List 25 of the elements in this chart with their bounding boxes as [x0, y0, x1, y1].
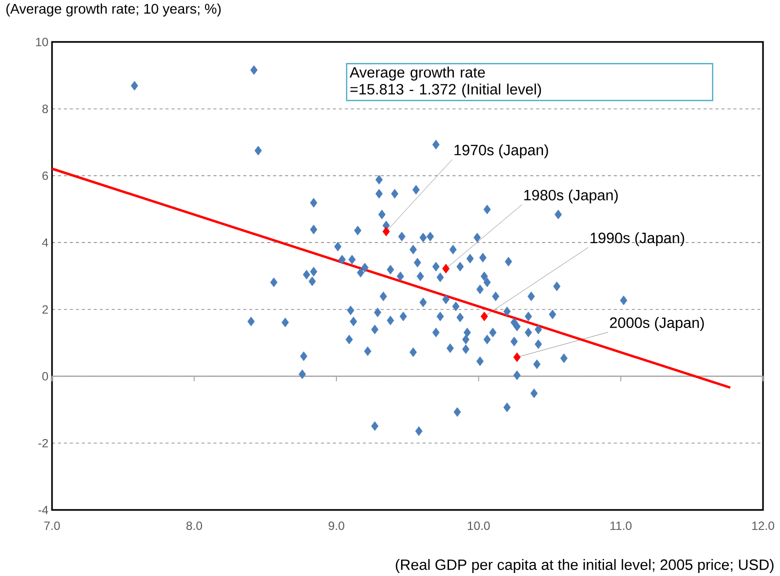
annotation: 2000s (Japan) — [610, 317, 704, 331]
x-tick-label: 7.0 — [44, 522, 60, 530]
point — [382, 226, 390, 236]
x-tick-label: 11.0 — [610, 522, 632, 530]
point — [480, 312, 488, 322]
annotation: 1980s (Japan) — [524, 189, 618, 204]
annotation: Average growth rate =15.813 - 1.372 (Initial level) — [350, 66, 541, 98]
y-tick-label: 6 — [42, 171, 48, 180]
x-axis-title: (Real GDP per capita at the initial level; 2005 price; USD) — [396, 559, 774, 573]
y-tick-label: 4 — [42, 238, 48, 247]
y-tick-label: -2 — [38, 438, 48, 448]
x-tick-label: 8.0 — [186, 522, 202, 530]
x-tick-label: 9.0 — [328, 522, 344, 530]
y-tick-label: 0 — [42, 372, 48, 380]
y-axis-title: (Average growth rate; 10 years; %) — [6, 3, 221, 16]
x-tick-label: 10.0 — [468, 522, 490, 530]
annotation: 1970s (Japan) — [454, 144, 548, 158]
y-tick-label: -4 — [38, 506, 48, 514]
x-tick-label: 12.0 — [752, 522, 774, 530]
y-tick-label: 10 — [36, 38, 48, 46]
point — [442, 264, 450, 274]
y-tick-label: 8 — [42, 104, 48, 114]
annotation: 1990s (Japan) — [590, 232, 684, 246]
point — [513, 352, 521, 362]
y-tick-label: 2 — [42, 305, 48, 314]
